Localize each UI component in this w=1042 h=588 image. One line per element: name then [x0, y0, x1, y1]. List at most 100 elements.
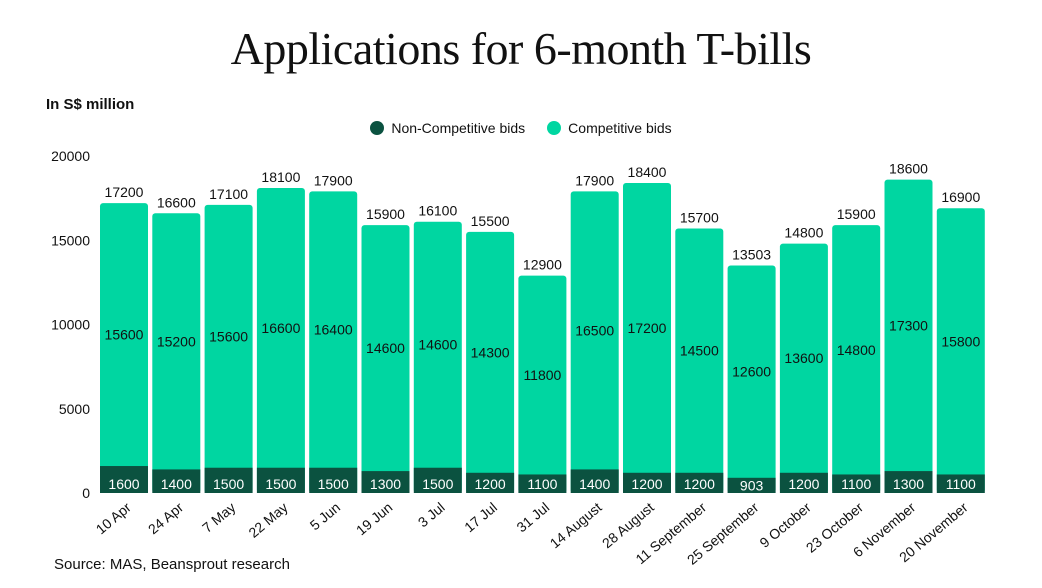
bar-non-competitive	[936, 474, 985, 493]
total-label: 16900	[941, 189, 980, 205]
non-competitive-label: 1100	[946, 476, 976, 492]
bar-non-competitive	[256, 467, 305, 493]
competitive-label: 15600	[209, 328, 248, 344]
bar-competitive	[466, 231, 515, 493]
bar-competitive	[623, 182, 671, 493]
bar-non-competitive	[100, 466, 148, 493]
y-tick-label: 20000	[51, 148, 90, 164]
bar-competitive	[361, 225, 410, 493]
competitive-label: 14600	[418, 337, 457, 353]
x-tick-label: 24 Apr	[145, 499, 187, 537]
bar-non-competitive	[779, 472, 828, 493]
non-competitive-label: 1200	[631, 476, 662, 492]
non-competitive-label: 1100	[527, 476, 557, 492]
x-tick-label: 19 Jun	[353, 499, 395, 538]
bar-competitive	[675, 228, 724, 493]
non-competitive-label: 1400	[161, 476, 192, 492]
bar-non-competitive	[518, 474, 567, 493]
bar-competitive	[256, 188, 305, 493]
bar-competitive	[936, 208, 985, 494]
non-competitive-label: 1500	[318, 476, 349, 492]
y-tick-label: 15000	[51, 232, 90, 248]
total-label: 14800	[784, 225, 823, 241]
total-label: 18600	[889, 161, 928, 177]
total-label: 15900	[366, 206, 405, 222]
competitive-label: 14500	[680, 343, 719, 359]
competitive-label: 17200	[628, 320, 667, 336]
total-label: 16100	[418, 203, 457, 219]
total-label: 15500	[471, 213, 510, 229]
non-competitive-label: 1100	[841, 476, 871, 492]
bar-non-competitive	[623, 472, 671, 493]
legend-item-non-competitive: Non-Competitive bids	[370, 120, 525, 136]
bar-competitive	[832, 225, 881, 493]
x-tick-label: 7 May	[199, 499, 238, 536]
non-competitive-label: 1500	[213, 476, 244, 492]
bar-non-competitive	[675, 472, 724, 493]
competitive-label: 11800	[523, 367, 561, 383]
total-label: 17900	[314, 172, 353, 188]
x-tick-label: 5 Jun	[307, 499, 344, 533]
bar-non-competitive	[361, 471, 410, 493]
competitive-label: 17300	[889, 317, 928, 333]
legend: Non-Competitive bids Competitive bids	[0, 120, 1042, 136]
total-label: 13503	[732, 246, 771, 262]
total-label: 17200	[105, 184, 144, 200]
competitive-label: 16500	[575, 322, 614, 338]
non-competitive-label: 1400	[579, 476, 610, 492]
y-axis-label: In S$ million	[46, 96, 135, 113]
competitive-label: 14300	[471, 344, 510, 360]
bar-competitive	[884, 179, 933, 493]
competitive-label: 14600	[366, 340, 405, 356]
bar-competitive	[727, 265, 776, 493]
bar-non-competitive	[204, 467, 253, 493]
bar-non-competitive	[727, 477, 776, 493]
competitive-label: 15600	[105, 327, 144, 343]
competitive-label: 16600	[261, 320, 300, 336]
bar-non-competitive	[832, 474, 881, 493]
non-competitive-label: 903	[740, 477, 764, 493]
bar-non-competitive	[413, 467, 462, 493]
bar-competitive	[413, 221, 462, 493]
total-label: 15900	[837, 206, 876, 222]
x-tick-label: 10 Apr	[93, 499, 135, 537]
x-tick-label: 3 Jul	[415, 499, 448, 530]
total-label: 12900	[523, 257, 562, 273]
y-tick-label: 10000	[51, 317, 90, 333]
bar-competitive	[518, 275, 567, 493]
y-tick-label: 5000	[59, 401, 90, 417]
bar-competitive	[570, 191, 619, 493]
legend-item-competitive: Competitive bids	[547, 120, 672, 136]
total-label: 15700	[680, 209, 719, 225]
total-label: 17100	[209, 186, 248, 202]
non-competitive-label: 1600	[108, 476, 139, 492]
non-competitive-label: 1500	[422, 476, 453, 492]
non-competitive-label: 1200	[684, 476, 715, 492]
total-label: 18400	[628, 164, 667, 180]
bar-non-competitive	[152, 469, 201, 493]
non-competitive-label: 1300	[370, 476, 401, 492]
total-label: 18100	[261, 169, 300, 185]
bar-competitive	[100, 203, 148, 493]
bar-non-competitive	[309, 467, 358, 493]
competitive-label: 15800	[941, 333, 980, 349]
y-tick-label: 0	[82, 485, 90, 501]
bar-non-competitive	[570, 469, 619, 493]
x-tick-label: 31 Jul	[513, 499, 552, 535]
total-label: 17900	[575, 172, 614, 188]
x-tick-label: 14 August	[547, 499, 605, 551]
non-competitive-label: 1500	[265, 476, 296, 492]
competitive-label: 13600	[784, 350, 823, 366]
source-note: Source: MAS, Beansprout research	[54, 556, 290, 573]
competitive-label: 12600	[732, 364, 771, 380]
bar-non-competitive	[466, 472, 515, 493]
bar-competitive	[152, 213, 201, 494]
x-tick-label: 22 May	[245, 499, 290, 541]
x-tick-label: 17 Jul	[461, 499, 500, 535]
competitive-label: 14800	[837, 342, 876, 358]
legend-label: Competitive bids	[568, 120, 672, 136]
legend-label: Non-Competitive bids	[391, 120, 526, 136]
total-label: 16600	[157, 194, 196, 210]
legend-swatch-non-competitive	[370, 121, 385, 135]
